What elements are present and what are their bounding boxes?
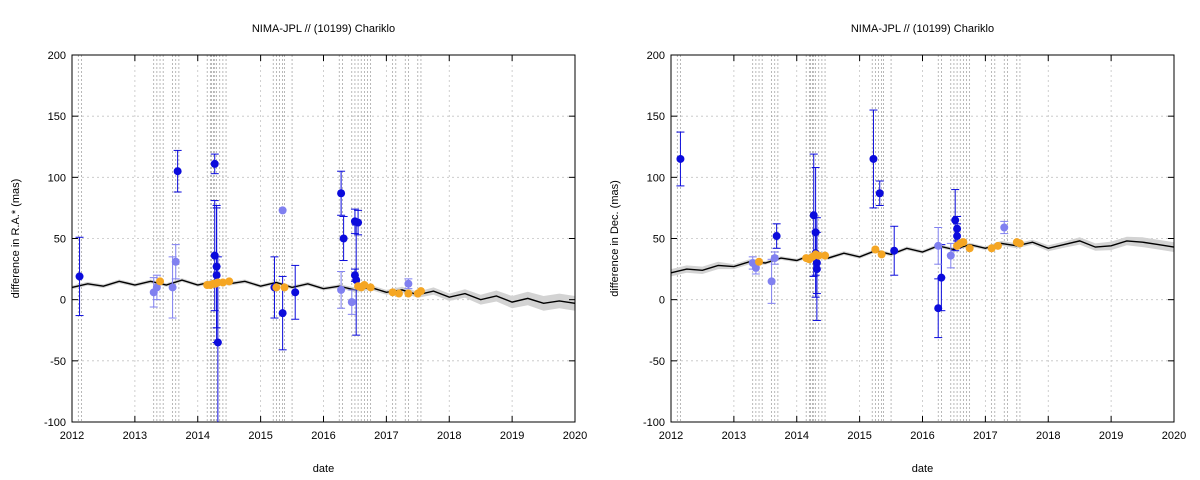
uncertainty-band: [671, 236, 1174, 277]
light-blue-point: [934, 241, 943, 250]
light-blue-point: [347, 298, 356, 307]
x-tick-label: 2012: [60, 430, 84, 442]
light-blue-point: [278, 206, 287, 215]
orange-point: [871, 245, 880, 254]
orange-point: [225, 277, 234, 286]
x-tick-label: 2019: [1099, 430, 1123, 442]
orange-point: [821, 251, 830, 260]
y-axis-label: difference in R.A.* (mas): [10, 179, 22, 299]
y-tick-label: 150: [48, 111, 66, 123]
y-tick-label: 0: [659, 295, 665, 307]
blue-point: [75, 272, 84, 281]
x-tick-label: 2018: [437, 430, 461, 442]
orange-point: [987, 244, 996, 253]
y-tick-label: 200: [647, 50, 665, 62]
chart-title: NIMA-JPL // (10199) Chariklo: [252, 23, 395, 35]
blue-point: [210, 159, 219, 168]
blue-point: [890, 246, 899, 255]
x-tick-label: 2013: [722, 430, 746, 442]
orange-point: [218, 278, 227, 287]
orange-point: [993, 241, 1002, 250]
y-tick-label: 100: [48, 172, 66, 184]
orange-point: [965, 244, 974, 253]
orange-point: [404, 289, 413, 298]
y-tick-label: -50: [50, 356, 66, 368]
x-tick-label: 2020: [563, 430, 587, 442]
orange-point: [280, 283, 289, 292]
x-tick-label: 2017: [374, 430, 398, 442]
light-blue-point: [946, 251, 955, 260]
x-tick-label: 2019: [500, 430, 524, 442]
blue-point: [337, 189, 346, 198]
orange-point: [1015, 239, 1024, 248]
x-tick-label: 2016: [311, 430, 335, 442]
blue-point: [352, 276, 361, 285]
orange-point: [156, 277, 165, 286]
chart-panel-2: -100 -50 0 50 100 150 200 2012 2013 2014 2015 2016 2…: [609, 23, 1186, 475]
x-tick-label: 2013: [123, 430, 147, 442]
x-tick-label: 2016: [910, 430, 934, 442]
y-tick-label: 0: [60, 295, 66, 307]
blue-point: [772, 232, 781, 241]
blue-point: [953, 232, 962, 241]
orange-point: [814, 251, 823, 260]
light-blue-point: [1000, 223, 1009, 232]
y-tick-label: 200: [48, 50, 66, 62]
chart-title: NIMA-JPL // (10199) Chariklo: [851, 23, 994, 35]
orange-point: [877, 250, 886, 259]
blue-point: [875, 189, 884, 198]
blue-point: [676, 154, 685, 163]
x-tick-label: 2017: [973, 430, 997, 442]
x-tick-label: 2014: [186, 430, 210, 442]
orange-point: [366, 283, 375, 292]
blue-point: [354, 218, 363, 227]
blue-point: [869, 154, 878, 163]
x-tick-label: 2014: [785, 430, 809, 442]
light-blue-point: [770, 254, 779, 263]
orange-point: [416, 287, 425, 296]
light-blue-point: [168, 283, 177, 292]
light-blue-point: [337, 285, 346, 294]
blue-point: [339, 234, 348, 243]
chart-panel-1: -100 -50 0 50 100 150 200 2012 2013 2014 2015 2016 2…: [10, 23, 587, 475]
blue-point: [812, 265, 821, 274]
blue-point: [951, 216, 960, 225]
orange-point: [755, 257, 764, 266]
blue-point: [937, 273, 946, 282]
y-tick-label: -100: [643, 417, 665, 429]
orange-point: [394, 289, 403, 298]
orange-point: [959, 238, 968, 247]
y-axis-label: difference in Dec. (mas): [609, 180, 621, 297]
x-tick-label: 2018: [1036, 430, 1060, 442]
y-tick-label: -100: [44, 417, 66, 429]
light-blue-point: [751, 263, 760, 272]
y-tick-label: 150: [647, 111, 665, 123]
y-tick-label: 50: [54, 234, 66, 246]
orange-point: [272, 283, 281, 292]
blue-point: [212, 271, 221, 280]
blue-point: [278, 309, 287, 318]
light-blue-point: [171, 257, 180, 266]
y-tick-label: 100: [647, 172, 665, 184]
y-tick-label: -50: [649, 356, 665, 368]
model-line: [71, 279, 576, 305]
x-tick-label: 2015: [847, 430, 871, 442]
blue-point: [173, 167, 182, 176]
x-tick-label: 2015: [248, 430, 272, 442]
light-blue-point: [404, 279, 413, 288]
light-blue-point: [152, 283, 161, 292]
orange-point: [360, 280, 369, 289]
blue-point: [291, 288, 300, 297]
light-blue-point: [767, 277, 776, 286]
orange-point: [388, 288, 397, 297]
x-axis-label: date: [313, 463, 334, 475]
x-tick-label: 2012: [659, 430, 683, 442]
x-axis-label: date: [912, 463, 933, 475]
blue-point: [213, 338, 222, 347]
uncertainty-band: [72, 278, 575, 311]
y-tick-label: 50: [653, 234, 665, 246]
x-tick-label: 2020: [1162, 430, 1186, 442]
